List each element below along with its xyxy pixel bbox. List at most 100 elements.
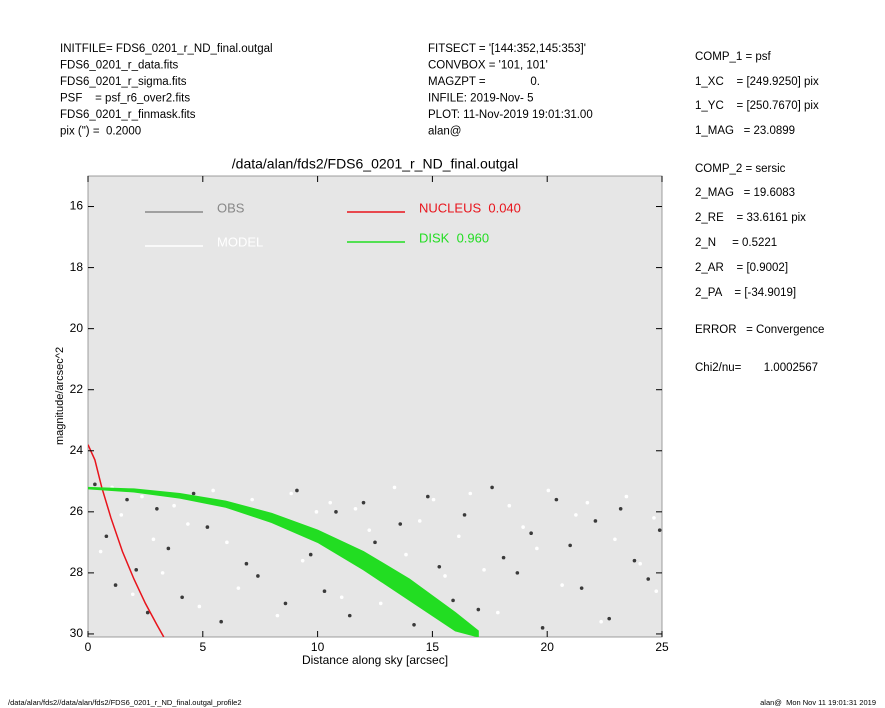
data-point	[535, 546, 539, 551]
header-text: FDS6_0201_r_data.fits	[60, 60, 179, 72]
data-point	[334, 510, 338, 514]
data-point	[540, 626, 545, 630]
parameter-text: 1_YC = [250.7670] pix	[695, 100, 819, 112]
data-point	[295, 488, 299, 493]
x-tick-label: 25	[655, 640, 669, 654]
data-point	[579, 586, 584, 590]
data-point	[574, 513, 578, 517]
legend-label: NUCLEUS 0.040	[419, 200, 521, 215]
data-point	[554, 497, 559, 502]
data-point	[398, 522, 403, 526]
data-point	[657, 528, 662, 532]
data-point	[134, 568, 139, 572]
data-point	[632, 558, 637, 563]
data-point	[140, 494, 144, 499]
parameter-text: 1_XC = [249.9250] pix	[695, 76, 819, 88]
data-point	[515, 571, 520, 575]
data-point	[244, 561, 249, 566]
data-point	[289, 491, 293, 496]
header-text: FITSECT = '[144:352,145:353]'	[428, 43, 586, 55]
data-point	[125, 497, 129, 502]
parameter-text: 2_RE = 33.6161 pix	[695, 212, 806, 224]
data-point	[593, 519, 598, 523]
y-axis-label: magnitude/arcsec^2	[54, 347, 66, 445]
data-point	[205, 525, 210, 529]
data-point	[417, 519, 422, 523]
header-text: alan@	[428, 126, 461, 138]
data-point	[155, 506, 159, 511]
parameter-text: COMP_1 = psf	[695, 51, 772, 63]
x-tick-label: 20	[541, 640, 555, 654]
y-tick-label: 26	[70, 504, 84, 518]
data-point	[585, 500, 590, 505]
parameter-text: 2_PA = [-34.9019]	[695, 287, 796, 299]
data-point	[501, 555, 506, 560]
data-point	[496, 610, 500, 615]
data-point	[339, 595, 344, 600]
data-point	[638, 561, 642, 566]
data-point	[104, 534, 109, 539]
data-point	[98, 549, 103, 554]
parameter-text: 2_N = 0.5221	[695, 237, 777, 249]
data-point	[443, 574, 447, 578]
data-point	[568, 543, 572, 548]
header-text: pix (") = 0.2000	[60, 126, 141, 138]
data-point	[468, 491, 473, 496]
data-point	[283, 601, 288, 606]
data-point	[392, 485, 397, 490]
data-point	[521, 525, 525, 529]
data-point	[378, 601, 383, 606]
data-point	[180, 595, 184, 600]
parameter-text: 2_AR = [0.9002]	[695, 262, 788, 274]
data-point	[166, 546, 171, 551]
header-text: FDS6_0201_r_finmask.fits	[60, 109, 196, 121]
data-point	[219, 619, 223, 624]
plot-marks	[88, 444, 662, 637]
header-text: PLOT: 11-Nov-2019 19:01:31.00	[428, 109, 593, 121]
header-text: INITFILE= FDS6_0201_r_ND_final.outgal	[60, 43, 273, 55]
data-point	[197, 604, 202, 609]
data-point	[211, 488, 215, 493]
data-point	[613, 537, 617, 542]
data-point	[546, 488, 551, 493]
data-point	[160, 571, 165, 575]
data-point	[300, 558, 305, 563]
x-tick-label: 15	[426, 640, 440, 654]
legend-label: DISK 0.960	[419, 230, 489, 245]
data-point	[314, 510, 319, 514]
header-text: INFILE: 2019-Nov- 5	[428, 93, 533, 105]
header-text: CONVBOX = '101, 101'	[428, 60, 548, 72]
data-point	[507, 503, 512, 508]
footer-text: alan@ Mon Nov 11 19:01:31 2019	[760, 698, 876, 707]
header-text: PSF = psf_r6_over2.fits	[60, 93, 190, 105]
data-point	[476, 607, 481, 612]
data-point	[426, 494, 430, 499]
data-point	[145, 610, 150, 615]
data-point	[451, 598, 455, 603]
y-tick-label: 22	[70, 382, 84, 396]
data-point	[225, 540, 229, 545]
x-tick-label: 5	[199, 640, 206, 654]
data-point	[607, 616, 611, 621]
legend-label: OBS	[217, 200, 245, 215]
y-tick-label: 28	[70, 565, 84, 579]
data-point	[462, 513, 467, 517]
data-point	[308, 552, 313, 557]
data-point	[151, 537, 156, 542]
data-point	[172, 503, 176, 508]
profile-line	[88, 444, 165, 637]
data-point	[599, 619, 603, 624]
data-point	[404, 552, 408, 557]
data-point	[646, 577, 651, 581]
data-point	[457, 534, 461, 539]
data-point	[93, 482, 97, 487]
data-point	[322, 589, 327, 594]
data-point	[367, 528, 372, 532]
data-point	[618, 506, 623, 511]
header-text: FDS6_0201_r_sigma.fits	[60, 76, 187, 88]
data-point	[624, 494, 629, 499]
data-point	[186, 522, 190, 526]
data-point	[347, 613, 352, 618]
data-point	[353, 506, 358, 511]
